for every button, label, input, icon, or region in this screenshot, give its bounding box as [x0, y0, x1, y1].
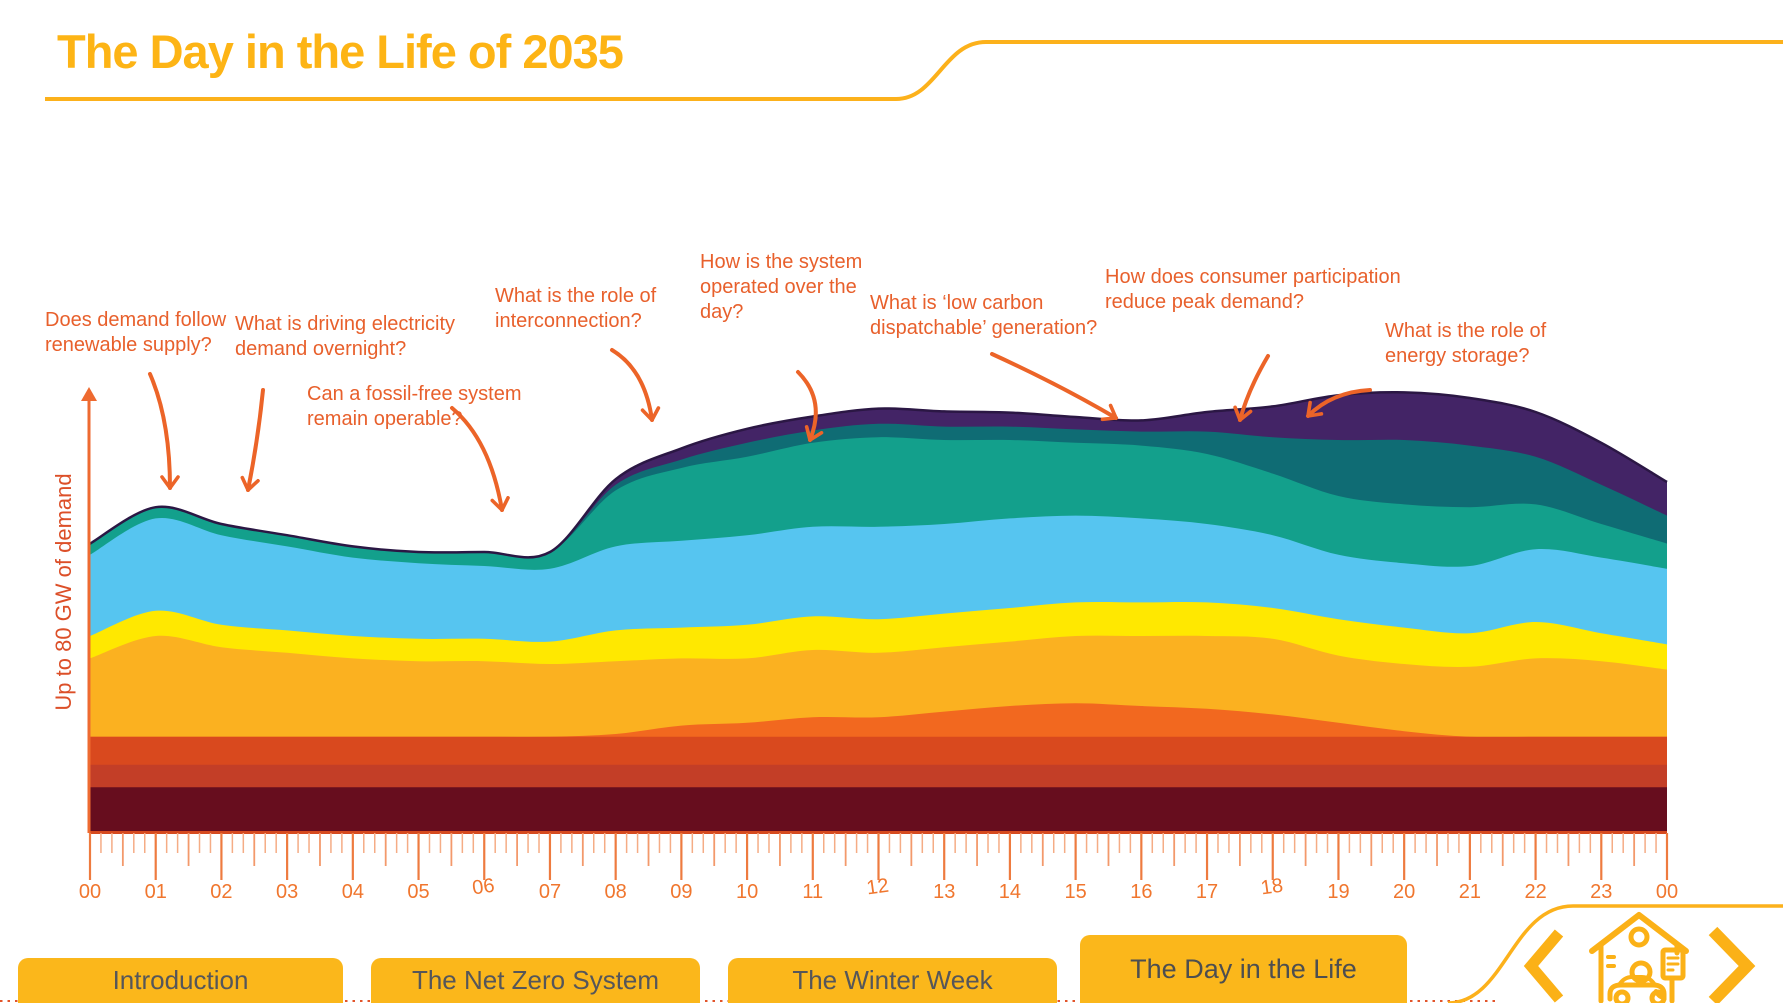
- annotation-interconnection: What is the role of interconnection?: [495, 285, 657, 333]
- annotation-energy-storage: What is the role of energy storage?: [1385, 320, 1547, 368]
- header-divider-line: [45, 40, 1783, 101]
- annotation-fossil-free: Can a fossil-free system remain operable…: [307, 383, 522, 431]
- tab-day-in-the-life[interactable]: The Day in the Life: [1080, 935, 1407, 1003]
- x-tick-label: 04: [342, 881, 364, 903]
- x-tick-label: 07: [539, 881, 561, 903]
- annotation-arrows: [148, 348, 1372, 512]
- tab-net-zero-system[interactable]: The Net Zero System: [371, 958, 700, 1003]
- x-axis-labels: 00 01 02 03 04 05 06 07 08 09 10 11 12 13 14 15 16 17 18 19…: [79, 875, 1678, 903]
- demand-area-chart: [90, 392, 1667, 832]
- x-tick-label: 11: [802, 881, 823, 903]
- x-tick-label: 06: [471, 875, 496, 900]
- arrow-energy-storage: [1306, 388, 1372, 418]
- y-axis-label: Up to 80 GW of demand: [51, 473, 76, 711]
- chart-top-outline: [89, 391, 1668, 559]
- x-tick-label: 01: [145, 881, 167, 903]
- x-tick-label: 09: [670, 881, 692, 903]
- x-axis-ticks: [88, 833, 1669, 880]
- x-tick-label: 18: [1259, 875, 1284, 900]
- x-tick-label: 22: [1524, 881, 1546, 903]
- x-tick-label: 12: [865, 875, 890, 900]
- ev-garage-home-icon[interactable]: [1589, 912, 1689, 1003]
- x-tick-label: 20: [1393, 881, 1415, 903]
- annotation-system-operated: How is the system operated over the day?: [700, 251, 863, 324]
- area-layer-baseload-maroon: [90, 787, 1667, 832]
- x-tick-label: 19: [1327, 881, 1349, 903]
- annotation-consumer-participation: How does consumer participation reduce p…: [1105, 266, 1401, 314]
- x-tick-label: 14: [999, 881, 1021, 903]
- x-tick-label: 21: [1459, 881, 1481, 903]
- x-tick-label: 17: [1196, 881, 1218, 903]
- x-tick-label: 05: [407, 881, 429, 903]
- x-tick-label: 16: [1130, 881, 1152, 903]
- arrow-system-operated: [796, 370, 824, 442]
- tab-winter-week[interactable]: The Winter Week: [728, 958, 1057, 1003]
- page-title: The Day in the Life of 2035: [57, 25, 624, 78]
- x-tick-label: 15: [1065, 881, 1087, 903]
- y-axis-arrowhead: [81, 387, 97, 401]
- arrow-demand-overnight: [240, 388, 265, 492]
- x-tick-label: 08: [605, 881, 627, 903]
- annotation-low-carbon: What is ‘low carbon dispatchable’ genera…: [870, 292, 1098, 340]
- arrow-fossil-free: [450, 406, 510, 512]
- arrow-renewable-supply: [148, 372, 180, 490]
- prev-chevron-button[interactable]: [1523, 929, 1564, 1003]
- x-tick-label: 02: [210, 881, 232, 903]
- footer-s-curve: [1447, 904, 1783, 1003]
- y-axis: [81, 387, 97, 833]
- x-tick-label: 03: [276, 881, 298, 903]
- x-tick-label: 23: [1590, 881, 1612, 903]
- x-tick-label: 10: [736, 881, 758, 903]
- arrow-consumer-participation: [1233, 354, 1270, 422]
- annotation-demand-overnight: What is driving electricity demand overn…: [235, 313, 456, 361]
- arrow-low-carbon: [990, 352, 1118, 422]
- arrow-interconnection: [610, 348, 661, 422]
- x-tick-label: 00: [79, 881, 101, 903]
- x-tick-label: 00: [1656, 881, 1678, 903]
- tab-introduction[interactable]: Introduction: [18, 958, 343, 1003]
- annotation-renewable-supply: Does demand follow renewable supply?: [45, 309, 227, 357]
- x-tick-label: 13: [933, 881, 955, 903]
- next-chevron-button[interactable]: [1708, 926, 1756, 1003]
